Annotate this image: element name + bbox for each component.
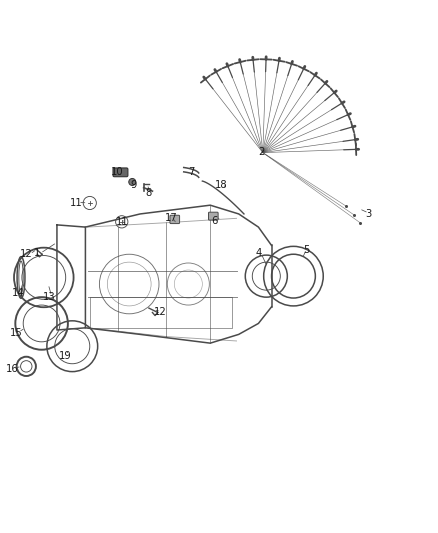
Text: 1: 1: [34, 248, 40, 259]
Text: 9: 9: [131, 181, 137, 190]
Text: 4: 4: [255, 248, 261, 259]
FancyBboxPatch shape: [170, 215, 180, 223]
Text: 7: 7: [189, 167, 195, 177]
Text: 15: 15: [10, 328, 23, 338]
Text: 3: 3: [365, 209, 371, 219]
Text: 11: 11: [70, 198, 83, 208]
Text: 5: 5: [304, 245, 310, 255]
Text: 14: 14: [12, 288, 25, 298]
Text: 13: 13: [43, 292, 55, 302]
Text: 17: 17: [165, 213, 178, 223]
FancyBboxPatch shape: [113, 168, 128, 177]
Text: 8: 8: [146, 188, 152, 198]
Circle shape: [129, 179, 136, 185]
Text: 18: 18: [215, 181, 227, 190]
FancyBboxPatch shape: [208, 212, 218, 220]
Text: 11: 11: [116, 217, 129, 227]
Text: 12: 12: [20, 249, 33, 259]
Text: 6: 6: [212, 215, 218, 225]
Text: 10: 10: [111, 167, 124, 177]
Text: 19: 19: [58, 351, 71, 361]
Text: 12: 12: [153, 308, 166, 318]
Text: 2: 2: [259, 147, 265, 157]
Text: 16: 16: [6, 365, 19, 374]
